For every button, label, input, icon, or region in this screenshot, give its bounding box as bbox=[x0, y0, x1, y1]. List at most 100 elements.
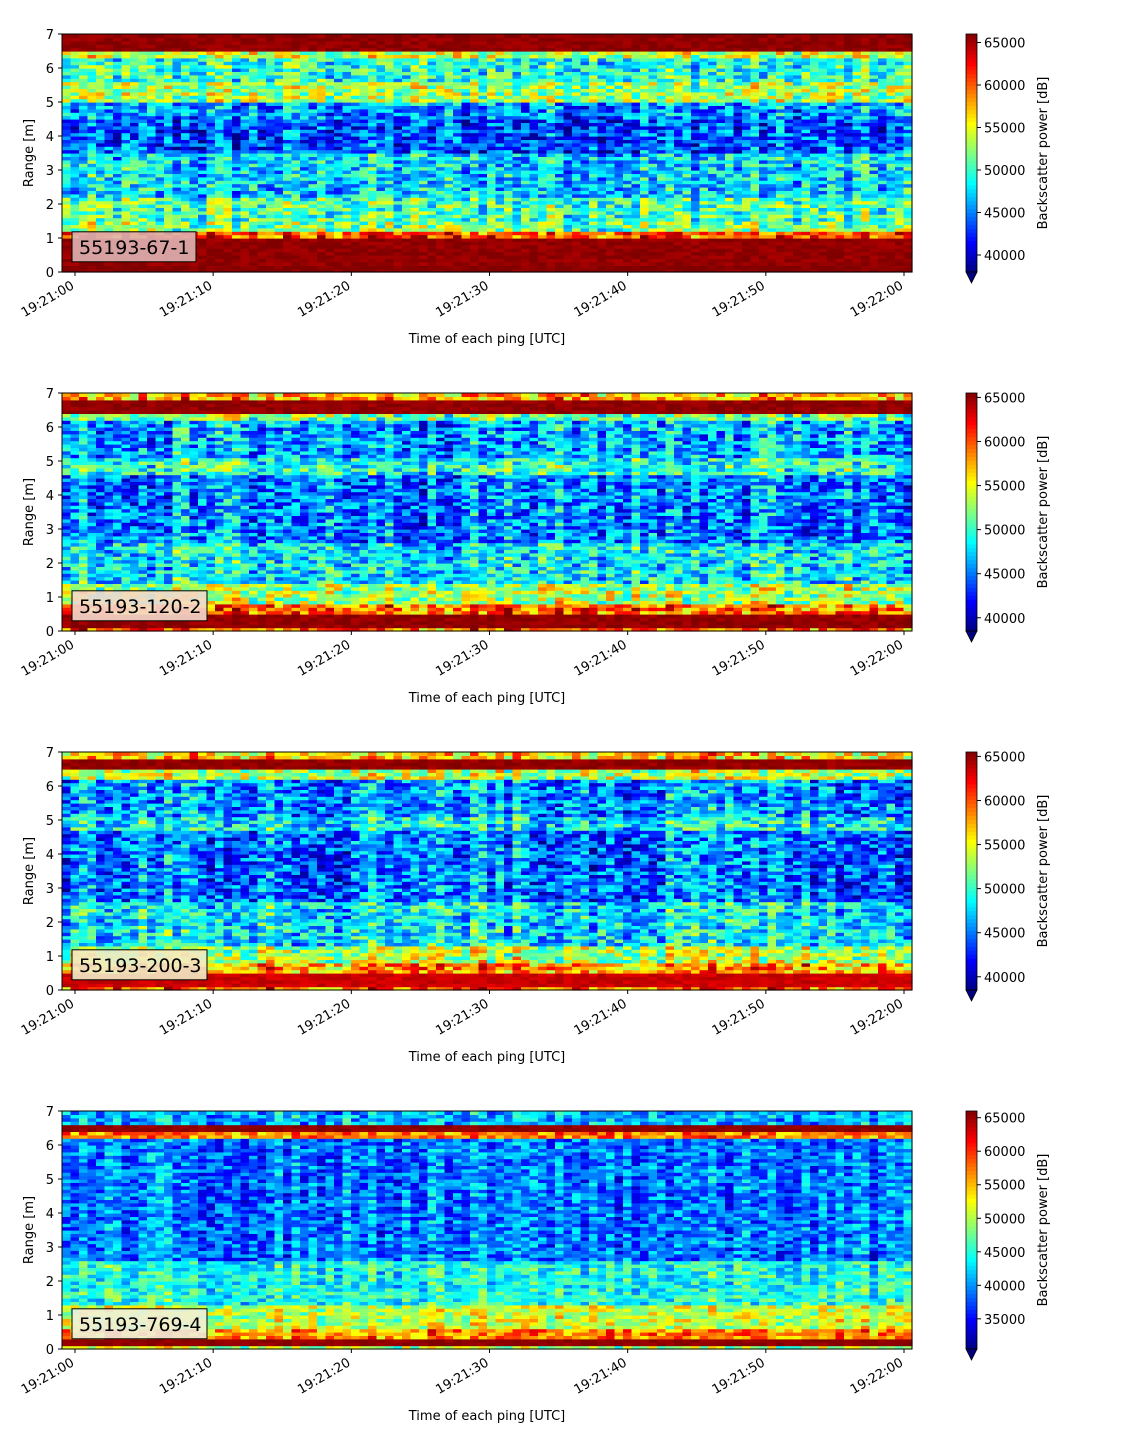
heatmap-cell bbox=[283, 194, 292, 198]
heatmap-cell bbox=[615, 218, 624, 222]
heatmap-cell bbox=[224, 252, 233, 256]
heatmap-cell bbox=[564, 167, 573, 171]
heatmap-cell bbox=[198, 228, 207, 232]
heatmap-cell bbox=[232, 184, 241, 188]
heatmap-cell bbox=[640, 228, 649, 232]
heatmap-cell bbox=[292, 167, 301, 171]
heatmap-cell bbox=[564, 245, 573, 249]
heatmap-cell bbox=[572, 235, 581, 239]
heatmap-cell bbox=[453, 184, 462, 188]
heatmap-cell bbox=[351, 177, 360, 181]
heatmap-cell bbox=[632, 201, 641, 205]
heatmap-cell bbox=[589, 252, 598, 256]
heatmap-cell bbox=[275, 194, 284, 198]
heatmap-cell bbox=[555, 150, 564, 154]
heatmap-cell bbox=[487, 228, 496, 232]
heatmap-cell bbox=[547, 218, 556, 222]
heatmap-cell bbox=[326, 245, 335, 249]
heatmap-cell bbox=[224, 265, 233, 269]
heatmap-cell bbox=[258, 177, 267, 181]
heatmap-cell bbox=[113, 211, 122, 215]
heatmap-cell bbox=[241, 167, 250, 171]
heatmap-cell bbox=[504, 34, 513, 38]
heatmap-cell bbox=[623, 228, 632, 232]
heatmap-cell bbox=[530, 265, 539, 269]
heatmap-cell bbox=[249, 211, 258, 215]
heatmap-cell bbox=[504, 211, 513, 215]
heatmap-cell bbox=[190, 167, 199, 171]
heatmap-cell bbox=[377, 245, 386, 249]
heatmap-cell bbox=[538, 201, 547, 205]
heatmap-cell bbox=[317, 150, 326, 154]
heatmap-cell bbox=[283, 34, 292, 38]
heatmap-cell bbox=[309, 201, 318, 205]
heatmap-cell bbox=[385, 211, 394, 215]
heatmap-cell bbox=[521, 194, 530, 198]
heatmap-cell bbox=[453, 150, 462, 154]
heatmap-cell bbox=[462, 177, 471, 181]
heatmap-cell bbox=[130, 177, 139, 181]
heatmap-cell bbox=[283, 184, 292, 188]
heatmap-cell bbox=[79, 150, 88, 154]
heatmap-cell bbox=[224, 143, 233, 147]
heatmap-cell bbox=[547, 235, 556, 239]
heatmap-cell bbox=[453, 218, 462, 222]
heatmap-cell bbox=[147, 133, 156, 137]
heatmap-cell bbox=[96, 265, 105, 269]
heatmap-cell bbox=[360, 228, 369, 232]
heatmap-cell bbox=[411, 265, 420, 269]
heatmap-cell bbox=[232, 150, 241, 154]
heatmap-cell bbox=[615, 228, 624, 232]
heatmap-cell bbox=[513, 184, 522, 188]
heatmap-cell bbox=[139, 167, 148, 171]
heatmap-cell bbox=[181, 184, 190, 188]
heatmap-cell bbox=[156, 167, 165, 171]
heatmap-cell bbox=[504, 133, 513, 137]
heatmap-cell bbox=[79, 194, 88, 198]
heatmap-cell bbox=[470, 143, 479, 147]
heatmap-cell bbox=[173, 265, 182, 269]
heatmap-cell bbox=[207, 150, 216, 154]
heatmap-cell bbox=[589, 235, 598, 239]
heatmap-cell bbox=[606, 143, 615, 147]
heatmap-cell bbox=[496, 235, 505, 239]
heatmap-cell bbox=[470, 133, 479, 137]
heatmap-cell bbox=[258, 252, 267, 256]
heatmap-cell bbox=[232, 34, 241, 38]
heatmap-cell bbox=[317, 201, 326, 205]
heatmap-cell bbox=[385, 160, 394, 164]
heatmap-cell bbox=[292, 211, 301, 215]
heatmap-cell bbox=[147, 143, 156, 147]
heatmap-cell bbox=[71, 201, 80, 205]
heatmap-cell bbox=[606, 211, 615, 215]
heatmap-cell bbox=[71, 143, 80, 147]
heatmap-cell bbox=[266, 211, 275, 215]
heatmap-cell bbox=[207, 201, 216, 205]
heatmap-cell bbox=[334, 177, 343, 181]
heatmap-cell bbox=[147, 177, 156, 181]
heatmap-cell bbox=[385, 252, 394, 256]
heatmap-cell bbox=[572, 167, 581, 171]
heatmap-cell bbox=[623, 133, 632, 137]
heatmap-cell bbox=[615, 167, 624, 171]
heatmap-cell bbox=[377, 167, 386, 171]
heatmap-cell bbox=[62, 133, 71, 137]
heatmap-cell bbox=[402, 177, 411, 181]
heatmap-cell bbox=[241, 252, 250, 256]
heatmap-cell bbox=[351, 184, 360, 188]
heatmap-cell bbox=[343, 133, 352, 137]
heatmap-cell bbox=[113, 265, 122, 269]
heatmap-cell bbox=[360, 150, 369, 154]
heatmap-cell bbox=[300, 218, 309, 222]
heatmap-cell bbox=[300, 265, 309, 269]
heatmap-cell bbox=[598, 218, 607, 222]
heatmap-cell bbox=[266, 252, 275, 256]
heatmap-cell bbox=[479, 150, 488, 154]
heatmap-cell bbox=[521, 160, 530, 164]
heatmap-cell bbox=[334, 245, 343, 249]
heatmap-cell bbox=[445, 167, 454, 171]
heatmap-cell bbox=[402, 245, 411, 249]
heatmap-cell bbox=[513, 160, 522, 164]
heatmap-cell bbox=[589, 133, 598, 137]
heatmap-cell bbox=[88, 150, 97, 154]
